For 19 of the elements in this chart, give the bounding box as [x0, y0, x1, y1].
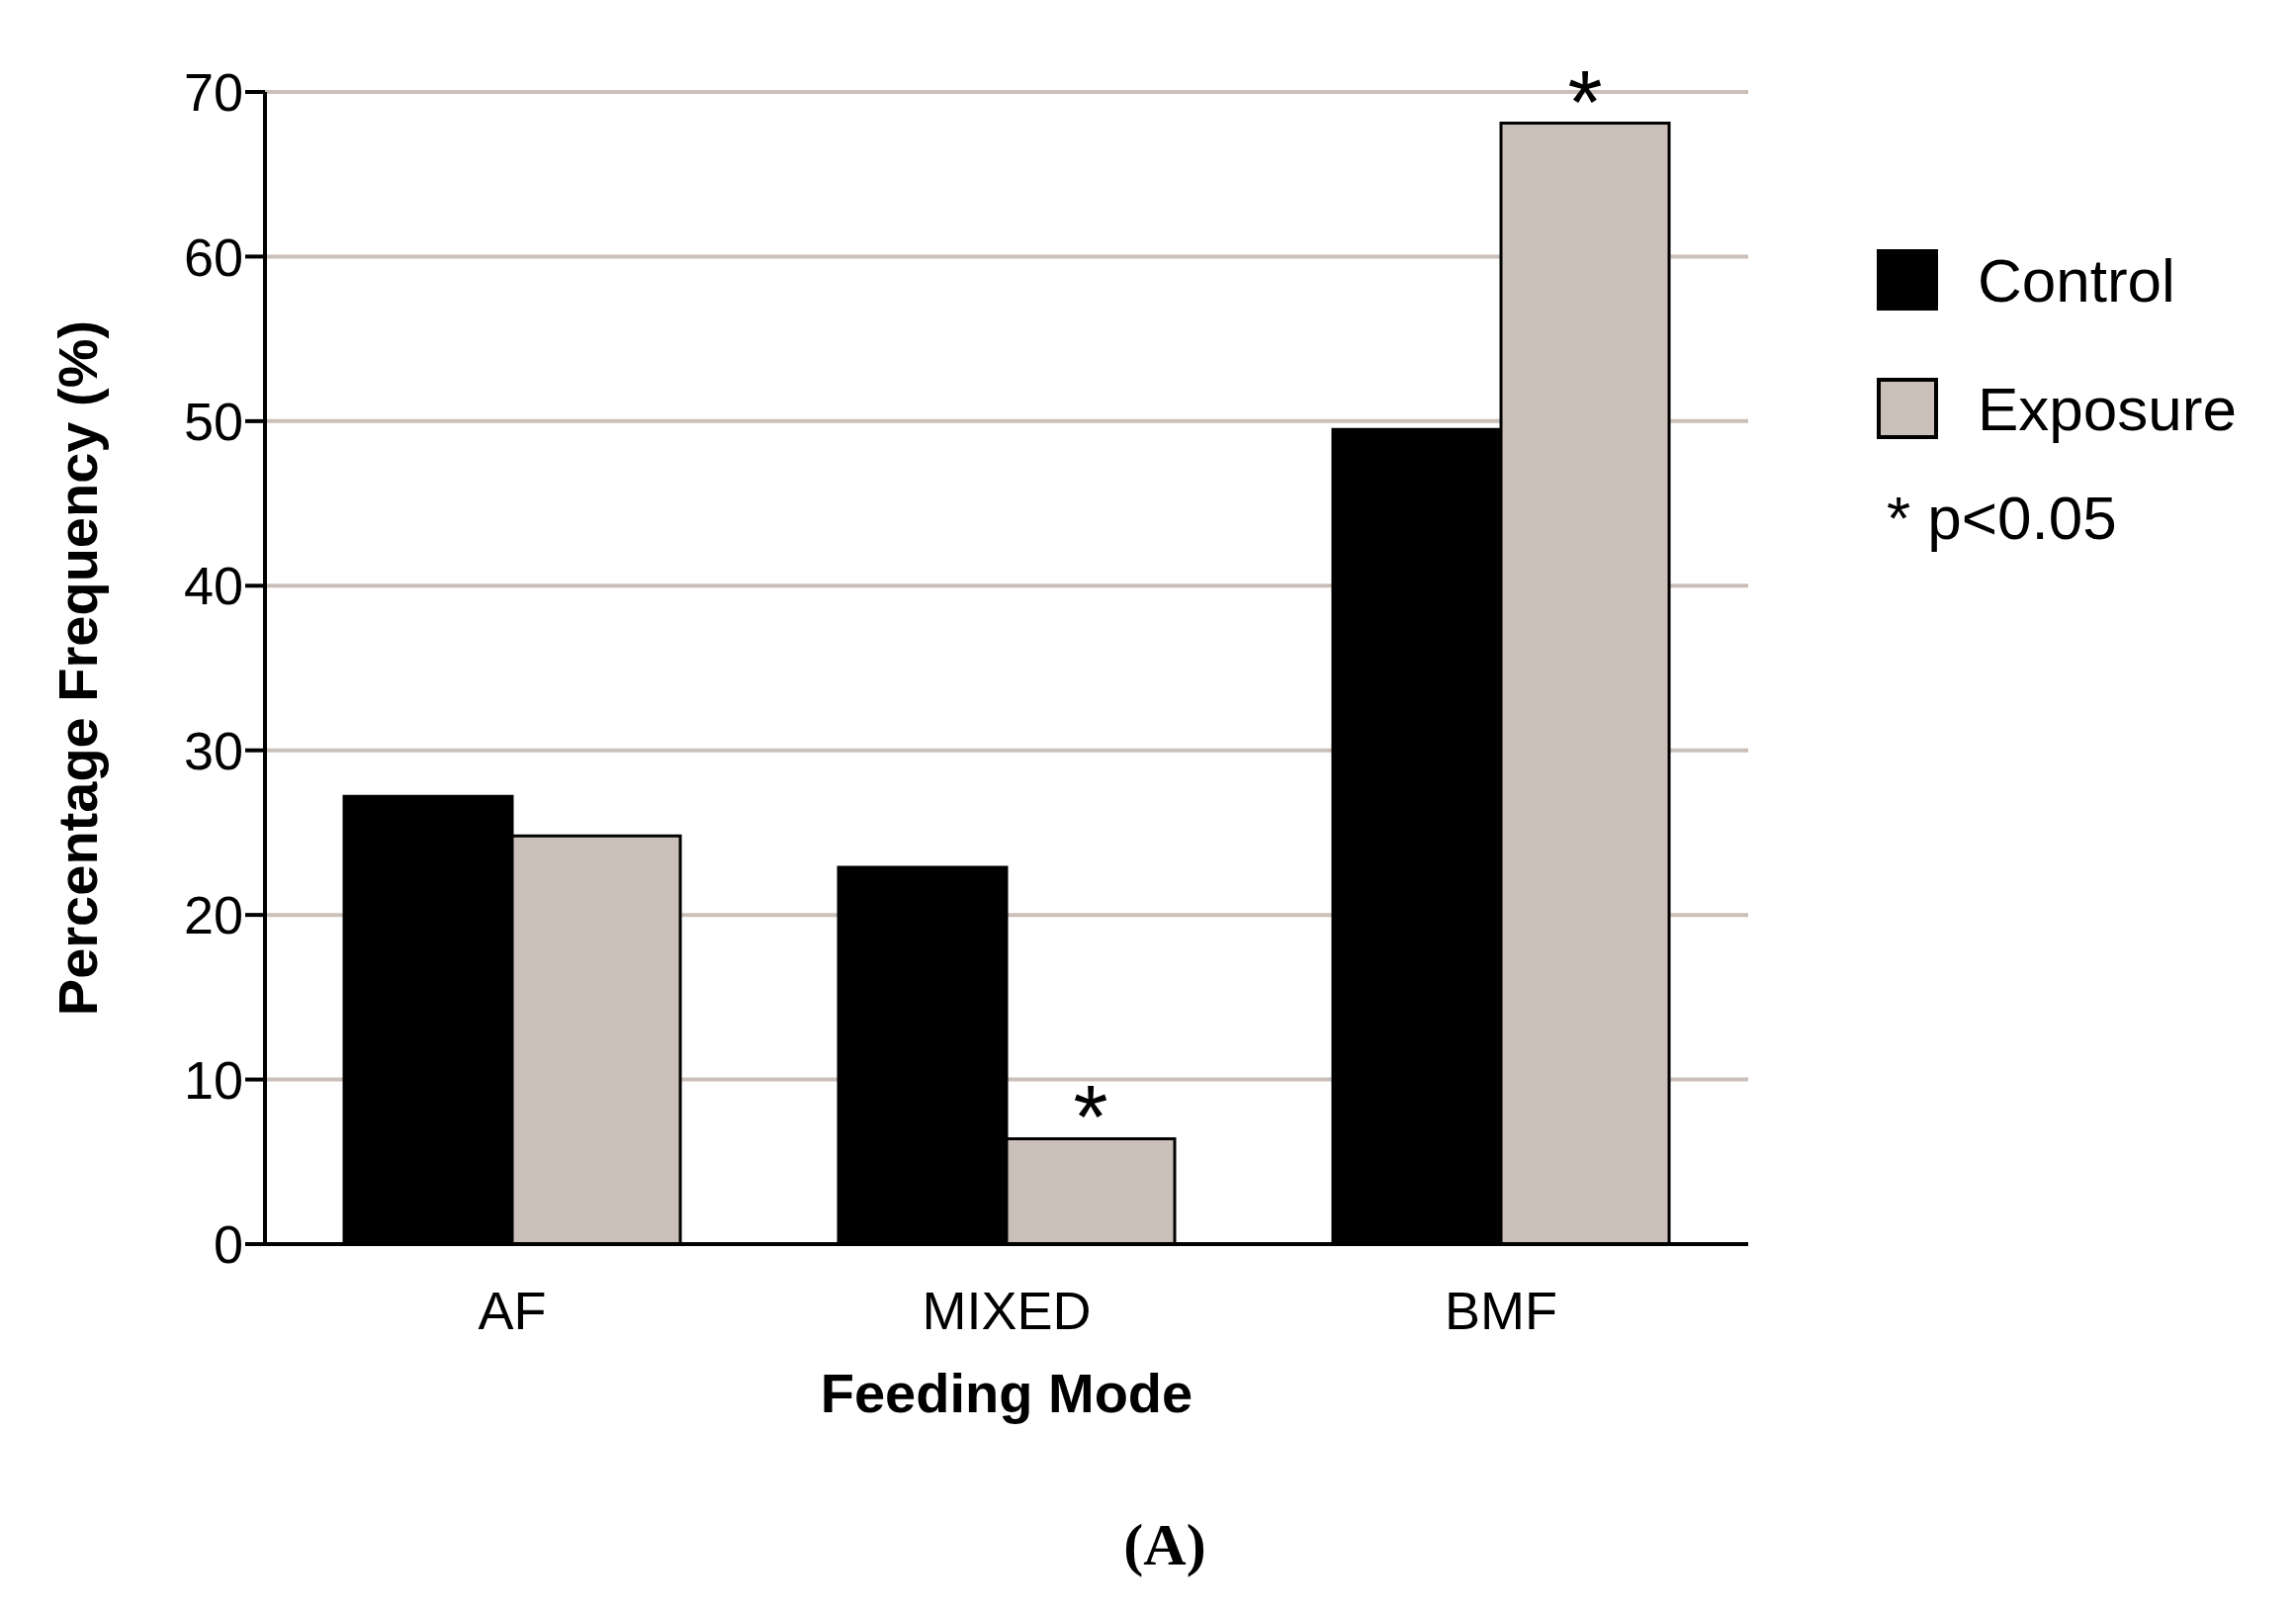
legend-label: Control	[1978, 244, 2175, 315]
x-tick-label: BMF	[1445, 1281, 1557, 1341]
x-tick-label: AF	[478, 1281, 547, 1341]
x-axis-title: Feeding Mode	[820, 1362, 1193, 1424]
x-tick-label: MIXED	[922, 1281, 1092, 1341]
y-tick-label: 20	[183, 885, 243, 945]
y-tick-label: 10	[183, 1049, 243, 1110]
annotation: *	[1073, 1068, 1108, 1168]
text: * p<0.05	[1887, 483, 2118, 553]
y-tick-label: 60	[183, 226, 243, 287]
y-tick-label: 0	[213, 1214, 243, 1275]
y-tick-label: 40	[183, 556, 243, 616]
y-tick-label: 50	[183, 392, 243, 452]
text: (A)	[1122, 1511, 1207, 1579]
annotation: *	[1567, 52, 1603, 152]
y-axis-title: Percentage Frequency (%)	[45, 319, 109, 1017]
y-tick-label: 70	[183, 62, 243, 123]
y-tick-label: 30	[183, 720, 243, 780]
legend-label: Exposure	[1978, 373, 2237, 444]
